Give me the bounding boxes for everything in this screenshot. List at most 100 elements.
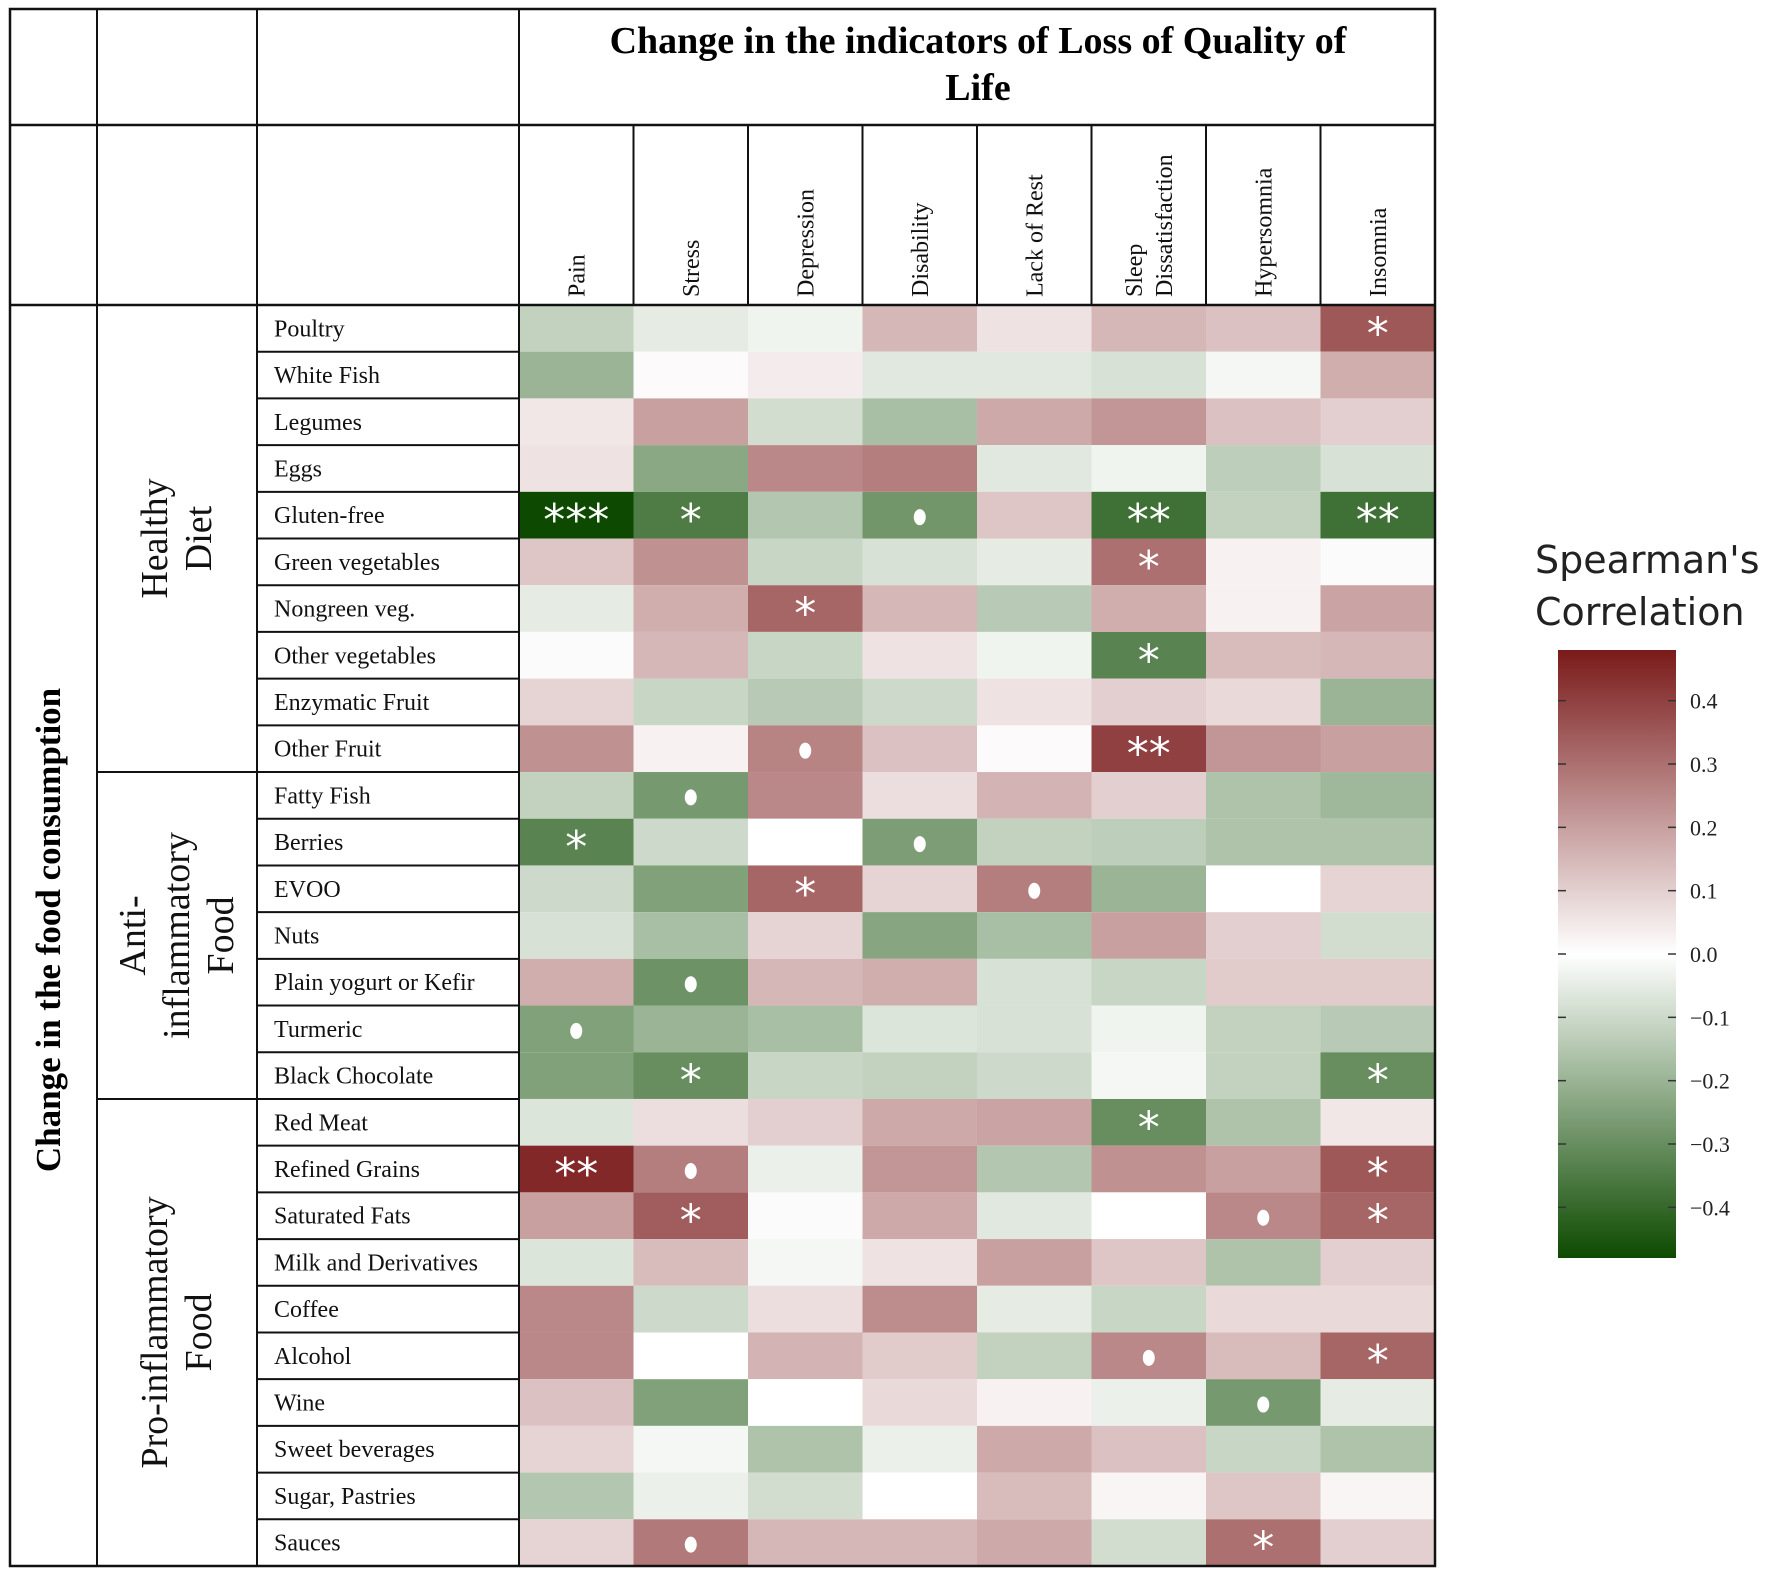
heatmap-cell xyxy=(748,1285,863,1333)
heatmap-cell xyxy=(633,1425,748,1473)
row-label: Saturated Fats xyxy=(274,1204,411,1230)
heatmap-cell xyxy=(1206,351,1321,399)
heatmap-cell xyxy=(519,772,634,819)
heatmap-cell xyxy=(1320,1285,1435,1333)
heatmap-cell xyxy=(633,818,748,866)
heatmap-cell xyxy=(977,1192,1092,1240)
heatmap-cell xyxy=(748,865,863,913)
heatmap-cell xyxy=(977,1052,1092,1099)
column-label: Sleep xyxy=(1122,244,1148,297)
row-label: Wine xyxy=(274,1391,325,1417)
heatmap-cell xyxy=(519,1332,634,1380)
row-label: Other vegetables xyxy=(274,643,436,669)
heatmap-cells: **** * ** ********** **** ** *** xyxy=(519,305,1435,1574)
heatmap-cell xyxy=(1206,865,1321,913)
heatmap-cell xyxy=(1320,865,1435,913)
significance-mark: ** xyxy=(1127,729,1171,780)
heatmap-cell xyxy=(519,912,634,959)
heatmap-cell xyxy=(519,1425,634,1473)
heatmap-cell xyxy=(1206,1285,1321,1333)
heatmap-cell xyxy=(1320,725,1435,773)
heatmap-cell xyxy=(748,818,863,866)
heatmap-cell xyxy=(1320,585,1435,632)
significance-dot xyxy=(913,836,926,853)
colorbar-ticks: 0.4 0.3 0.2 0.1 0.0 −0.1 −0.2 −0.3 −0.4 xyxy=(1558,689,1730,1220)
heatmap-cell xyxy=(977,1285,1092,1333)
colorbar-tick-label: 0.4 xyxy=(1690,689,1718,714)
row-label: Sauces xyxy=(274,1531,341,1557)
heatmap-cell xyxy=(633,1379,748,1426)
heatmap-cell xyxy=(633,1332,748,1380)
significance-mark: * xyxy=(794,869,816,920)
heatmap-cell xyxy=(633,1005,748,1053)
heatmap-cell xyxy=(1091,1472,1206,1520)
heatmap-cell xyxy=(1206,1332,1321,1380)
row-label: Milk and Derivatives xyxy=(274,1250,478,1276)
heatmap-cell xyxy=(1091,772,1206,819)
row-label: Other Fruit xyxy=(274,737,382,763)
heatmap-cell xyxy=(862,445,977,492)
heatmap-cell xyxy=(748,398,863,446)
heatmap-cell xyxy=(862,398,977,446)
significance-mark: * xyxy=(1138,542,1160,593)
heatmap-cell xyxy=(748,1052,863,1099)
heatmap-cell xyxy=(519,445,634,492)
heatmap-cell xyxy=(1091,305,1206,352)
heatmap-cell xyxy=(1320,1472,1435,1520)
heatmap-cell xyxy=(748,351,863,399)
heatmap-cell xyxy=(1091,1005,1206,1053)
significance-dot xyxy=(913,509,926,526)
heatmap-cell xyxy=(862,1098,977,1146)
heatmap-cell xyxy=(977,491,1092,539)
row-label: Gluten-free xyxy=(274,503,385,529)
heatmap-cell xyxy=(1320,1052,1435,1099)
heatmap-cell xyxy=(1091,1145,1206,1193)
heatmap-cell xyxy=(1091,1285,1206,1333)
heatmap-cell xyxy=(1320,912,1435,959)
heatmap-cell xyxy=(519,1052,634,1099)
heatmap-cell xyxy=(1206,1239,1321,1286)
heatmap-cell xyxy=(977,305,1092,352)
row-label: Berries xyxy=(274,830,343,856)
heatmap-cell xyxy=(1320,1379,1435,1426)
heatmap-cell xyxy=(519,1285,634,1333)
heatmap-cell xyxy=(977,585,1092,632)
significance-mark: * xyxy=(1138,1102,1160,1153)
heatmap-cell xyxy=(633,1472,748,1520)
heatmap-cell xyxy=(1206,1145,1321,1193)
significance-dot xyxy=(1257,1396,1270,1413)
heatmap-cell xyxy=(633,912,748,959)
heatmap-cell xyxy=(862,1379,977,1426)
row-label: Refined Grains xyxy=(274,1157,420,1183)
heatmap-cell xyxy=(633,725,748,773)
heatmap-cell xyxy=(1206,1472,1321,1520)
heatmap-cell xyxy=(1320,491,1435,539)
row-label: Black Chocolate xyxy=(274,1064,433,1090)
chart-title-line-1: Change in the indicators of Loss of Qual… xyxy=(610,20,1348,109)
heatmap-cell xyxy=(1091,1192,1206,1240)
heatmap-cell xyxy=(633,491,748,539)
heatmap-cell xyxy=(1091,1098,1206,1146)
significance-dot xyxy=(799,742,812,759)
heatmap-cell xyxy=(1206,538,1321,586)
heatmap-cell xyxy=(633,1052,748,1099)
heatmap-cell xyxy=(1091,585,1206,632)
significance-mark: * xyxy=(565,822,587,873)
heatmap-cell xyxy=(1320,772,1435,819)
row-labels: Poultry White Fish Legumes Eggs Gluten-free G… xyxy=(274,316,478,1556)
significance-mark: * xyxy=(1138,635,1160,686)
heatmap-cell xyxy=(977,958,1092,1006)
heatmap-cell xyxy=(1320,351,1435,399)
heatmap-cell xyxy=(1320,1098,1435,1146)
row-label: Plain yogurt or Kefir xyxy=(274,970,475,996)
column-label: Hypersomnia xyxy=(1251,167,1277,297)
heatmap-cell xyxy=(748,538,863,586)
significance-mark: * xyxy=(1252,1523,1274,1574)
heatmap-cell xyxy=(977,818,1092,866)
heatmap-cell xyxy=(1091,491,1206,539)
heatmap-cell xyxy=(1091,538,1206,586)
colorbar-tick-label: −0.2 xyxy=(1690,1069,1730,1094)
heatmap-cell xyxy=(1091,818,1206,866)
heatmap-cell xyxy=(519,865,634,913)
